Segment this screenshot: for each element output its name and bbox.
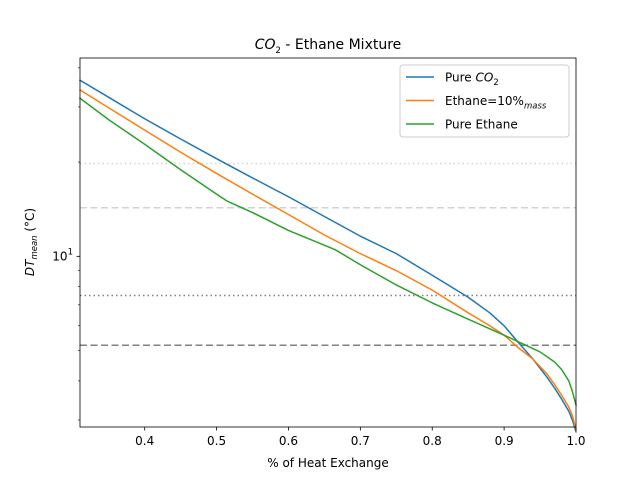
legend-label-1: Pure CO2 — [445, 71, 499, 89]
chart-title-post: - Ethane Mixture — [281, 37, 401, 53]
x-axis: 0.4 0.5 0.6 0.7 0.8 0.9 1.0 — [135, 427, 586, 448]
series-line-3 — [78, 97, 577, 406]
series-line-1 — [78, 79, 577, 433]
series-line-2 — [78, 88, 577, 431]
chart-title-sub: 2 — [276, 46, 281, 56]
y-axis-label: DTmean (°C) — [23, 208, 40, 276]
legend-label-3: Pure Ethane — [445, 118, 518, 132]
axes-frame — [79, 57, 577, 428]
x-tick-label: 0.4 — [135, 434, 154, 448]
y-axis-label-post: (°C) — [23, 208, 37, 236]
y-axis: 101 — [52, 67, 80, 421]
legend-label-2: Ethane=10%mass — [445, 94, 547, 112]
legend: Pure CO2 Ethane=10%mass Pure Ethane — [399, 64, 570, 138]
x-axis-label: % of Heat Exchange — [267, 456, 389, 470]
y-tick-label: 101 — [52, 247, 73, 263]
y-axis-label-main: DT — [23, 258, 37, 276]
plot-area — [78, 79, 577, 433]
x-tick-label: 0.6 — [279, 434, 298, 448]
x-tick-label: 0.8 — [423, 434, 442, 448]
chart-title: CO2 - Ethane Mixture — [255, 37, 402, 56]
x-tick-label: 0.9 — [495, 434, 514, 448]
y-axis-label-sub: mean — [30, 235, 40, 259]
x-tick-label: 0.5 — [207, 434, 226, 448]
legend-box — [399, 64, 570, 138]
chart-title-main: CO — [255, 37, 276, 53]
x-tick-label: 0.7 — [351, 434, 370, 448]
x-tick-label: 1.0 — [566, 434, 585, 448]
